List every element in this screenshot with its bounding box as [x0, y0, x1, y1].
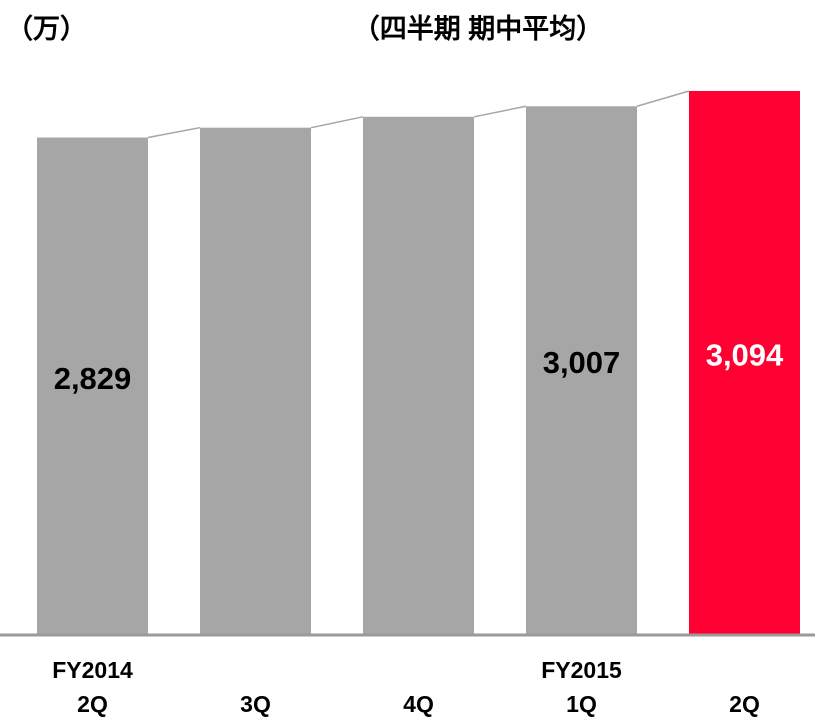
connector-line	[147, 126, 201, 139]
bar	[200, 127, 311, 635]
value-label: 3,007	[543, 345, 621, 380]
bar	[689, 91, 800, 634]
connector-line	[636, 90, 690, 107]
bar	[526, 106, 637, 635]
x-tick-label: 2Q	[77, 691, 108, 717]
x-tick-label: 1Q	[566, 691, 597, 717]
x-tick-label: 3Q	[240, 691, 271, 717]
unit-label: （万）	[6, 14, 87, 44]
connector-line	[310, 116, 364, 129]
x-tick-label: FY2015	[541, 657, 622, 683]
bar	[37, 137, 148, 634]
value-label: 2,829	[54, 361, 132, 396]
x-tick-label: 2Q	[729, 691, 760, 717]
value-label: 3,094	[706, 337, 784, 372]
bar	[363, 116, 474, 634]
chart-title: （四半期 期中平均）	[353, 14, 604, 44]
x-tick-label: FY2014	[52, 657, 133, 683]
connector-line	[473, 105, 527, 118]
x-tick-label: 4Q	[403, 691, 434, 717]
